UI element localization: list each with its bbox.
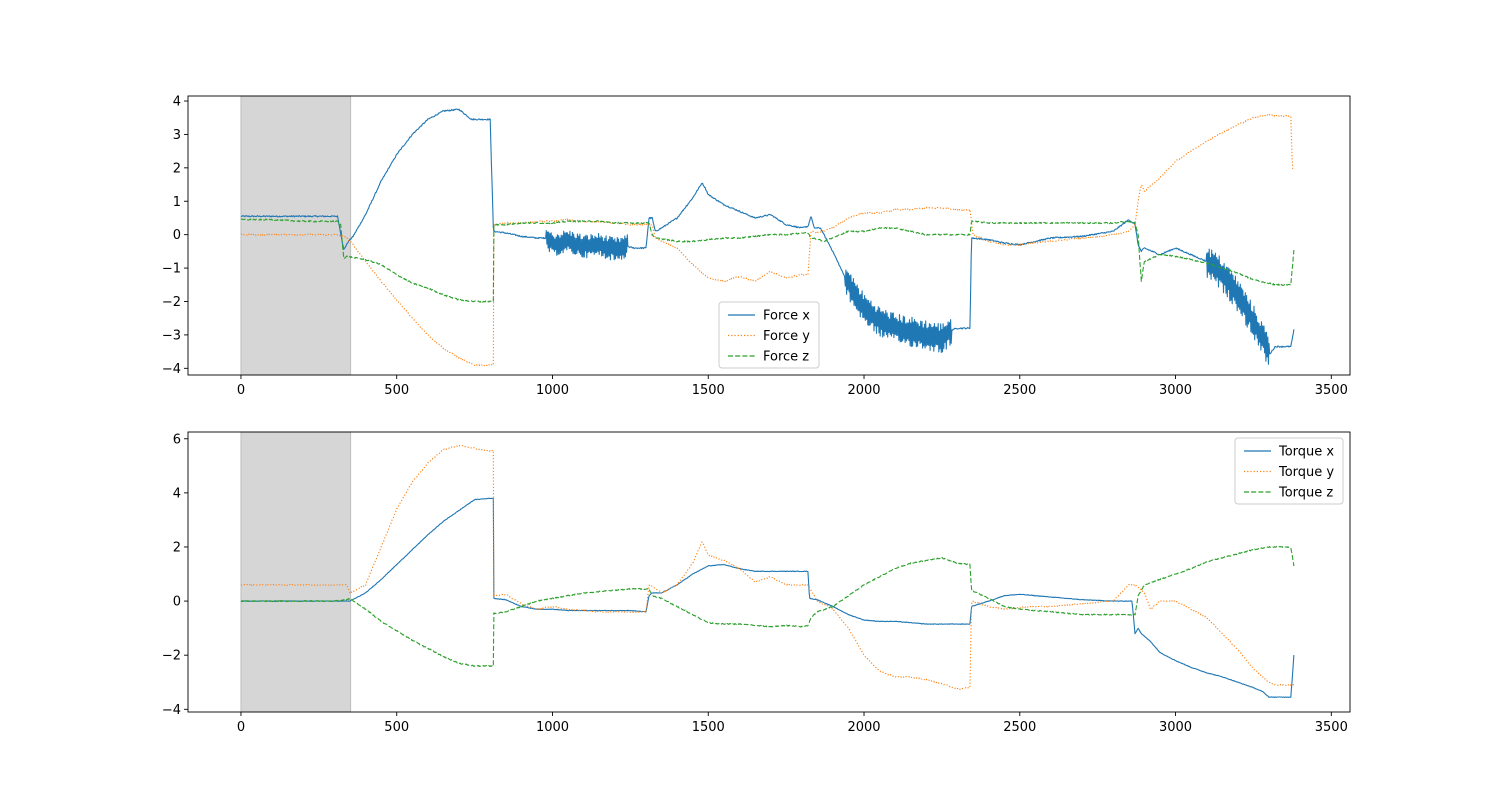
series-line-force-x [240,108,1295,365]
legend-label: Torque x [1278,445,1334,460]
x-tick-label: 1500 [692,720,725,735]
chart-panel-1: 0 500 1000 1500 2000 2500 3000 3500 −4 −3 −2 −1 0 1 2 3… [162,95,1351,398]
axes-frame [187,95,1351,376]
shaded-region [240,431,352,713]
series-line-torque-z [240,545,1295,668]
y-tick-label: 4 [173,486,181,501]
x-tick-label: 500 [384,383,409,398]
y-tick-label: 1 [173,195,181,210]
x-tick-label: 0 [237,383,245,398]
y-tick-label: −4 [162,362,181,377]
legend-label: Force x [763,309,810,324]
series-line-force-z [240,218,1295,303]
x-tick-label: 3000 [1159,720,1192,735]
series-lines [240,108,1295,367]
y-tick-label: −2 [162,295,181,310]
x-tick-label: 2000 [847,720,880,735]
legend: Torque x Torque y Torque z [1234,437,1344,505]
y-tick-label: −3 [162,328,181,343]
legend: Force x Force y Force z [718,301,820,369]
legend-label: Torque y [1278,465,1334,480]
x-tick-label: 3500 [1315,383,1348,398]
legend-box [718,301,820,369]
legend-label: Force y [763,329,810,344]
x-tick-label: 3000 [1159,383,1192,398]
x-tick-label: 2500 [1003,720,1036,735]
x-tick-label: 3500 [1315,720,1348,735]
legend-label: Torque z [1278,486,1333,501]
y-tick-label: −2 [162,649,181,664]
y-tick-label: −1 [162,262,181,277]
y-tick-label: 0 [173,228,181,243]
x-tick-label: 1000 [536,383,569,398]
legend-label: Force z [763,350,809,365]
y-tick-label: −4 [162,703,181,718]
shaded-region [240,95,352,376]
y-tick-label: 2 [173,540,181,555]
series-line-torque-y [240,444,1295,690]
x-tick-label: 1500 [692,383,725,398]
x-tick-label: 0 [237,720,245,735]
y-tick-label: 4 [173,95,181,110]
y-tick-label: 3 [173,128,181,143]
y-tick-label: 0 [173,595,181,610]
x-tick-label: 500 [384,720,409,735]
x-tick-label: 2000 [847,383,880,398]
series-line-torque-x [240,497,1295,698]
x-tick-label: 2500 [1003,383,1036,398]
chart-panel-2: 0 500 1000 1500 2000 2500 3000 3500 −4 −2 0 2 4 6 Torq… [162,431,1351,735]
axes-frame [187,431,1351,713]
series-lines [240,444,1295,698]
y-tick-label: 6 [173,432,181,447]
y-tick-label: 2 [173,161,181,176]
series-line-force-y [240,113,1295,367]
legend-box [1234,437,1344,505]
x-tick-label: 1000 [536,720,569,735]
